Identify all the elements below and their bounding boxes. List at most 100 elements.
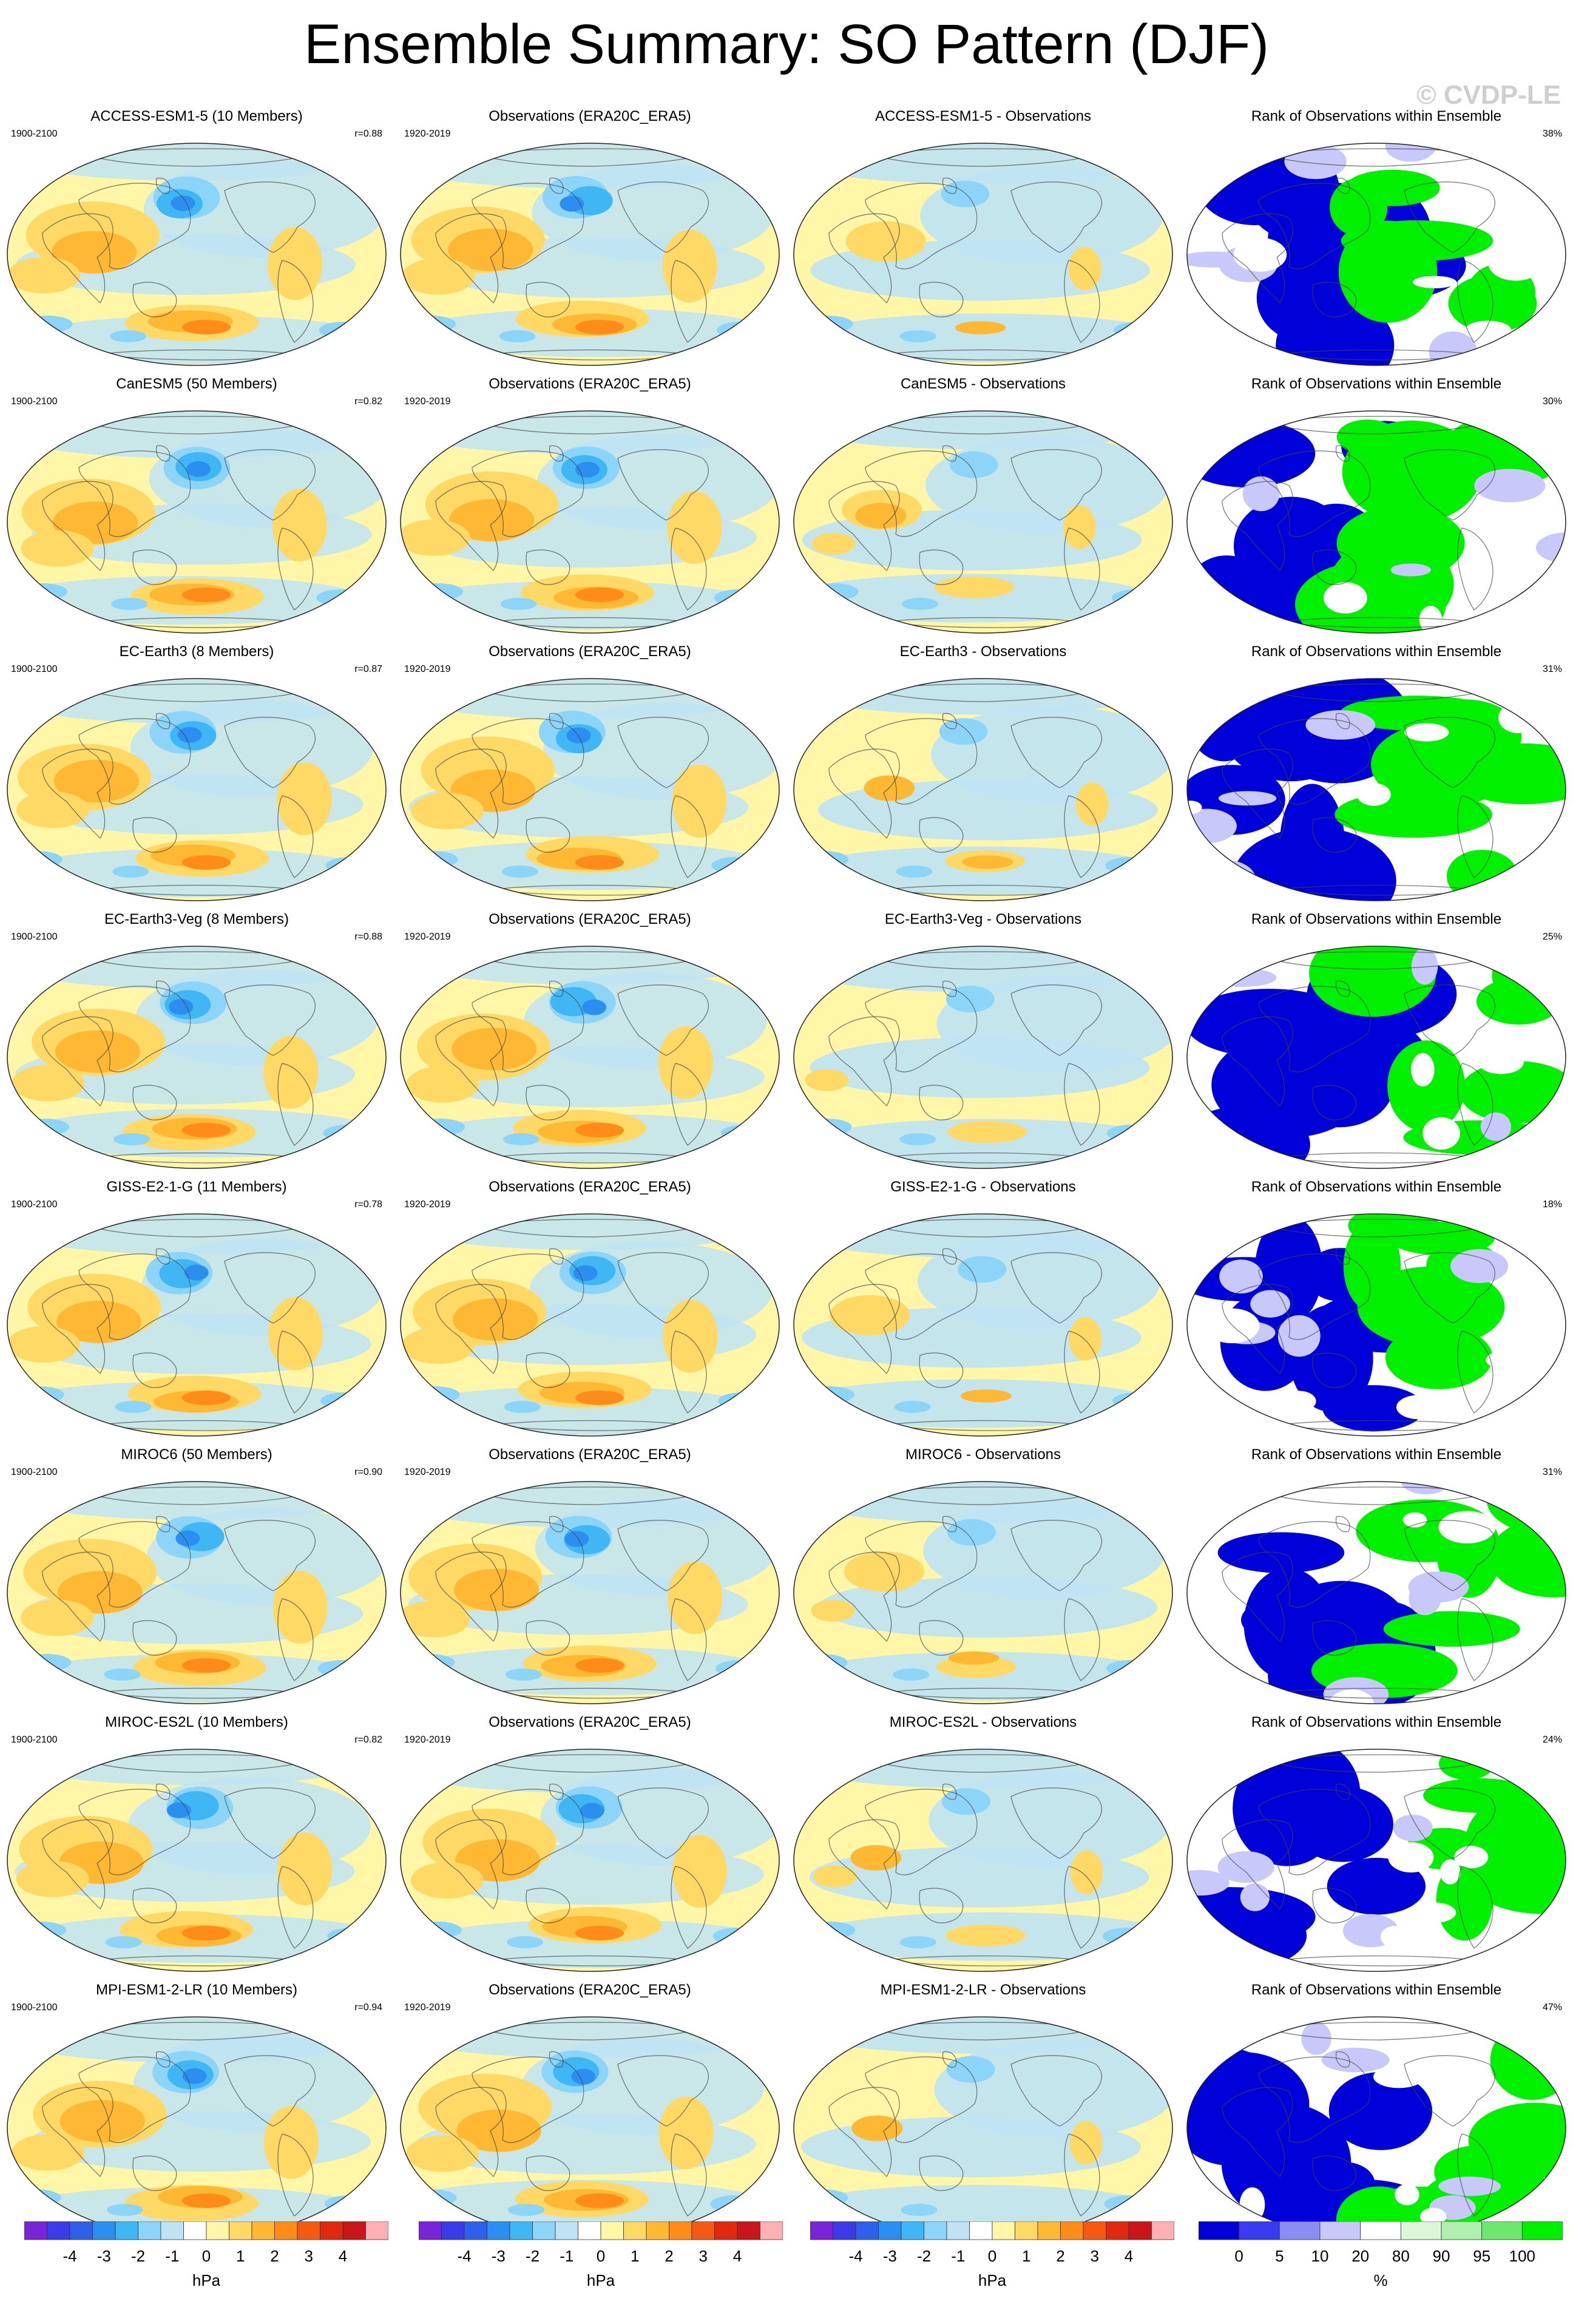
colorbar-swatch xyxy=(1319,2221,1361,2240)
panel-title: MIROC-ES2L - Observations xyxy=(889,1714,1077,1730)
panel-title: Observations (ERA20C_ERA5) xyxy=(489,643,691,660)
colorbar-tick-label: 0 xyxy=(987,2247,997,2265)
panel-years: 1900-2100 xyxy=(11,129,58,139)
pattern-map xyxy=(400,678,780,901)
colorbar-swatch xyxy=(47,2221,70,2240)
colorbar-swatch xyxy=(160,2221,184,2240)
panel-diff-4: EC-Earth3-Veg - Observations xyxy=(786,911,1180,1178)
panel-rank-percent: 31% xyxy=(1542,664,1562,674)
panel-diff-5: GISS-E2-1-G - Observations xyxy=(786,1179,1180,1446)
panel-title: CanESM5 - Observations xyxy=(900,376,1066,392)
pattern-map xyxy=(793,1481,1173,1704)
colorbar-tick-label: -1 xyxy=(560,2247,574,2265)
pattern-map xyxy=(400,946,780,1169)
panel-years: 1900-2100 xyxy=(11,1735,58,1745)
panel-title: EC-Earth3-Veg - Observations xyxy=(884,911,1082,927)
panel-rank-percent: 25% xyxy=(1542,932,1562,942)
colorbar-swatch xyxy=(487,2221,510,2240)
colorbar-tick-label: 0 xyxy=(596,2247,606,2265)
panel-title: CanESM5 (50 Members) xyxy=(116,376,277,392)
colorbar-swatch xyxy=(320,2221,343,2240)
colorbar-tick-label: -2 xyxy=(130,2247,146,2265)
colorbar-swatch xyxy=(737,2221,760,2240)
panel-correlation: r=0.94 xyxy=(354,2002,382,2013)
panel-years: 1900-2100 xyxy=(11,664,58,674)
colorbar-unit: hPa xyxy=(192,2271,221,2289)
colorbar-tick-label: 20 xyxy=(1351,2247,1370,2265)
panel-title: Rank of Observations within Ensemble xyxy=(1251,1446,1502,1463)
panel-title: Rank of Observations within Ensemble xyxy=(1251,643,1502,660)
colorbar-swatch xyxy=(274,2221,298,2240)
colorbar-swatch xyxy=(464,2221,487,2240)
pattern-map xyxy=(7,2016,387,2240)
panel-rank-2: Rank of Observations within Ensemble 30% xyxy=(1180,376,1573,643)
panel-obs-2: Observations (ERA20C_ERA5) 1920-2019 xyxy=(393,376,786,643)
colorbar-swatch xyxy=(1060,2221,1084,2240)
colorbar-tick-label: -3 xyxy=(491,2247,506,2265)
panel-rank-percent: 31% xyxy=(1542,1467,1562,1477)
colorbar-swatch xyxy=(924,2221,947,2240)
pattern-map xyxy=(400,1481,780,1704)
panel-rank-percent: 18% xyxy=(1542,1199,1562,1210)
colorbar-tick-label: -3 xyxy=(96,2247,111,2265)
panel-title: MPI-ESM1-2-LR (10 Members) xyxy=(95,1982,298,1998)
colorbar-swatch xyxy=(1441,2221,1483,2240)
panel-title: Rank of Observations within Ensemble xyxy=(1251,911,1502,927)
panel-obs-8: Observations (ERA20C_ERA5) 1920-2019 xyxy=(393,1982,786,2249)
colorbar-swatch xyxy=(1106,2221,1129,2240)
panel-title: Observations (ERA20C_ERA5) xyxy=(489,911,691,927)
colorbar-swatch xyxy=(297,2221,320,2240)
panel-diff-3: EC-Earth3 - Observations xyxy=(786,643,1180,910)
colorbar-tick-label: 5 xyxy=(1275,2247,1284,2265)
panel-years: 1920-2019 xyxy=(404,664,451,674)
colorbar-swatch xyxy=(833,2221,856,2240)
colorbar-tick-label: 4 xyxy=(338,2247,348,2265)
panel-title: GISS-E2-1-G (11 Members) xyxy=(106,1179,287,1195)
colorbar-swatches xyxy=(419,2221,783,2240)
colorbar-tick-label: 10 xyxy=(1311,2247,1329,2265)
colorbar-swatch xyxy=(623,2221,647,2240)
panel-title: Observations (ERA20C_ERA5) xyxy=(489,376,691,392)
panel-years: 1920-2019 xyxy=(404,932,451,942)
pattern-map xyxy=(7,946,387,1169)
colorbar-swatch xyxy=(600,2221,624,2240)
pattern-map xyxy=(400,410,780,634)
panel-rank-percent: 38% xyxy=(1542,129,1562,139)
colorbar-swatch xyxy=(206,2221,229,2240)
panel-title: Observations (ERA20C_ERA5) xyxy=(489,1446,691,1463)
colorbar-swatch xyxy=(24,2221,47,2240)
colorbar-swatch xyxy=(1239,2221,1280,2240)
panel-model-8: MPI-ESM1-2-LR (10 Members) 1900-2100 r=0.9… xyxy=(0,1982,393,2249)
rank-map xyxy=(1186,1481,1566,1704)
colorbar-swatch xyxy=(1015,2221,1038,2240)
panel-title: Observations (ERA20C_ERA5) xyxy=(489,108,691,124)
colorbar-tick-label: 0 xyxy=(201,2247,211,2265)
colorbar-tick-label: -3 xyxy=(882,2247,897,2265)
colorbar-swatch xyxy=(1481,2221,1523,2240)
panel-obs-7: Observations (ERA20C_ERA5) 1920-2019 xyxy=(393,1714,786,1981)
colorbar-swatch xyxy=(1360,2221,1401,2240)
panel-diff-1: ACCESS-ESM1-5 - Observations xyxy=(786,108,1180,375)
rank-map xyxy=(1186,2016,1566,2240)
colorbar-rank: 0 5 10 20 80 90 95 100% xyxy=(1199,2215,1563,2319)
panel-correlation: r=0.78 xyxy=(354,1199,382,1210)
pattern-map xyxy=(7,1749,387,1972)
colorbar-swatch xyxy=(138,2221,161,2240)
colorbar-swatch xyxy=(441,2221,465,2240)
colorbar-swatch xyxy=(855,2221,879,2240)
panel-title: Rank of Observations within Ensemble xyxy=(1251,1982,1502,1998)
panel-model-2: CanESM5 (50 Members) 1900-2100 r=0.82 xyxy=(0,376,393,643)
panel-years: 1900-2100 xyxy=(11,1467,58,1477)
panel-title: EC-Earth3 - Observations xyxy=(899,643,1067,660)
rank-map xyxy=(1186,143,1566,366)
panel-rank-5: Rank of Observations within Ensemble 18% xyxy=(1180,1179,1573,1446)
panel-title: ACCESS-ESM1-5 (10 Members) xyxy=(90,108,303,124)
rank-map xyxy=(1186,410,1566,634)
cvdp-watermark: © CVDP-LE xyxy=(1416,80,1561,110)
panel-rank-percent: 24% xyxy=(1542,1735,1562,1745)
panel-title: Rank of Observations within Ensemble xyxy=(1251,1714,1502,1730)
panel-correlation: r=0.87 xyxy=(354,664,382,674)
pattern-map xyxy=(7,410,387,634)
colorbar-swatch xyxy=(1521,2221,1563,2240)
colorbar-swatch xyxy=(1151,2221,1174,2240)
